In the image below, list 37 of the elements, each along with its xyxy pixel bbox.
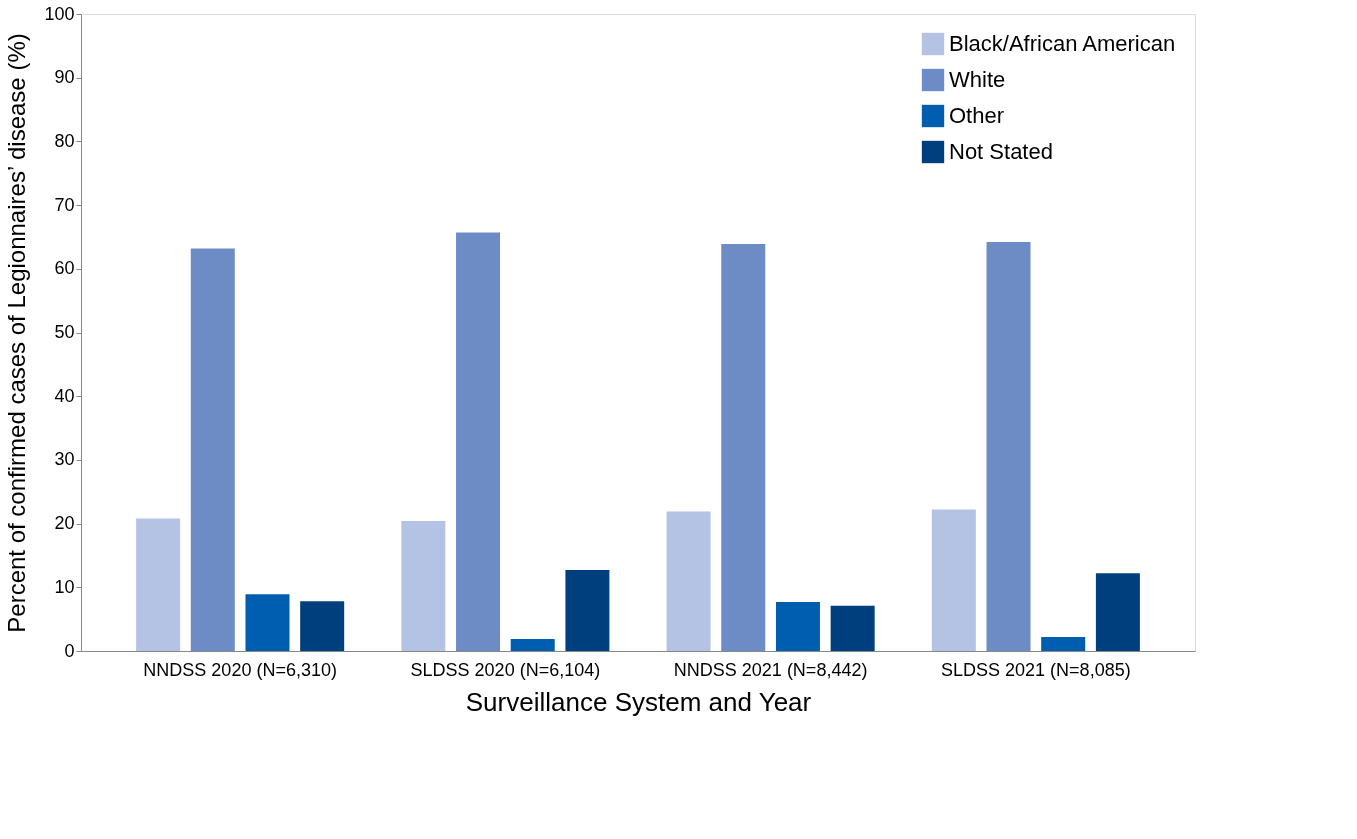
- bar: [190, 248, 235, 651]
- bar: [830, 605, 875, 651]
- y-tick-label: 30: [54, 449, 75, 470]
- bar: [775, 601, 820, 651]
- bar: [986, 242, 1031, 651]
- y-tick-label: 40: [54, 385, 75, 406]
- legend-label: Not Stated: [949, 139, 1053, 164]
- legend-label: Other: [949, 103, 1005, 128]
- bar: [565, 570, 610, 651]
- y-tick-label: 100: [44, 3, 75, 24]
- legend-label: White: [949, 67, 1006, 92]
- y-tick-label: 20: [54, 513, 75, 534]
- bar: [510, 638, 555, 651]
- bar: [1095, 573, 1140, 651]
- y-tick-label: 50: [54, 322, 75, 342]
- x-axis-title: Surveillance System and Year: [465, 686, 812, 717]
- x-tick-label: NNDSS 2021 (N=8,442): [673, 659, 868, 680]
- bar: [1041, 636, 1086, 651]
- y-axis-title: Percent of confirmed cases of Legionnaires’ disease (%): [3, 33, 31, 633]
- y-tick-label: 80: [54, 130, 75, 151]
- bar: [931, 509, 976, 651]
- bar: [401, 521, 446, 651]
- bar: [666, 511, 711, 651]
- y-tick-label: 60: [54, 258, 75, 279]
- y-tick-label: 10: [54, 576, 75, 597]
- bar: [245, 594, 290, 651]
- x-tick-label: NNDSS 2020 (N=6,310): [143, 659, 337, 680]
- bar: [456, 232, 501, 651]
- legend-label: Black/African American: [949, 31, 1176, 56]
- y-tick-label: 70: [54, 194, 75, 215]
- bar: [300, 601, 345, 651]
- y-tick-label: 0: [64, 640, 75, 661]
- x-tick-label: SLDSS 2021 (N=8,085): [941, 659, 1131, 680]
- y-tick-label: 90: [54, 67, 75, 88]
- bar: [136, 518, 181, 651]
- x-tick-label: SLDSS 2020 (N=6,104): [410, 659, 601, 680]
- bar: [721, 243, 766, 651]
